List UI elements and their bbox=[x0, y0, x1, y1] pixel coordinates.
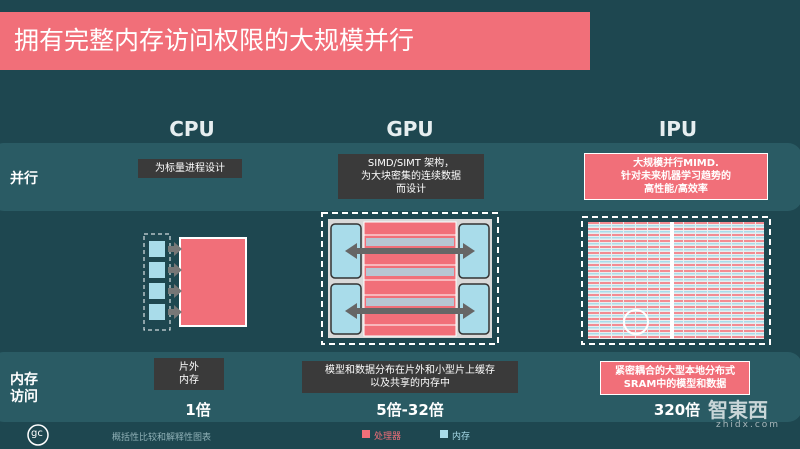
box-line: SRAM中的模型和数据 bbox=[623, 379, 727, 390]
description-box: 大规模并行MIMD. 针对未来机器学习趋势的 高性能/高效率 bbox=[584, 153, 768, 200]
legend-label: 内存 bbox=[452, 432, 471, 442]
row-label-line: 访问 bbox=[10, 389, 38, 405]
description-box: 片外 内存 bbox=[154, 358, 224, 390]
legend-swatch bbox=[362, 430, 370, 438]
column-header: CPU bbox=[169, 117, 215, 141]
gpu-diagram bbox=[321, 212, 499, 345]
box-line: SIMD/SIMT 架构， bbox=[367, 158, 455, 169]
box-line: 紧密耦合的大型本地分布式 bbox=[615, 366, 735, 377]
watermark-url: zhidx.com bbox=[716, 420, 781, 430]
box-line: 模型和数据分布在片外和小型片上缓存 bbox=[325, 365, 495, 376]
box-line: 为标量进程设计 bbox=[155, 163, 225, 174]
ipu-diagram bbox=[581, 216, 771, 345]
logo: gc bbox=[31, 428, 43, 439]
box-line: 针对未来机器学习趋势的 bbox=[621, 171, 731, 182]
box-line: 而设计 bbox=[396, 184, 426, 195]
column-header: IPU bbox=[658, 117, 698, 141]
watermark-brand: 智東西 bbox=[708, 398, 768, 422]
description-box: 模型和数据分布在片外和小型片上缓存 以及共享的内存中 bbox=[302, 361, 518, 393]
description-box: 紧密耦合的大型本地分布式 SRAM中的模型和数据 bbox=[600, 361, 750, 395]
cpu-diagram bbox=[143, 233, 247, 331]
box-line: 大规模并行MIMD. bbox=[633, 158, 719, 169]
speedup: 5倍-32倍 bbox=[376, 401, 444, 419]
row-label-line: 内存 bbox=[10, 372, 38, 388]
speedup: 1倍 bbox=[185, 401, 211, 419]
box-line: 内存 bbox=[179, 375, 199, 386]
legend-label: 处理器 bbox=[374, 432, 402, 442]
box-line: 片外 bbox=[179, 362, 199, 373]
description-box: SIMD/SIMT 架构， 为大块密集的连续数据 而设计 bbox=[338, 154, 484, 199]
box-line: 高性能/高效率 bbox=[644, 184, 708, 195]
slide-title: 拥有完整内存访问权限的大规模并行 bbox=[0, 12, 590, 70]
logo-ring bbox=[27, 424, 49, 446]
row-label: 并行 bbox=[10, 171, 38, 187]
speedup: 320倍 bbox=[653, 401, 701, 419]
description-box: 为标量进程设计 bbox=[138, 159, 242, 178]
column-header: GPU bbox=[386, 117, 434, 141]
footer-caption: 概括性比较和解释性图表 bbox=[112, 433, 212, 443]
box-line: 以及共享的内存中 bbox=[370, 378, 450, 389]
row-label: 内存 访问 bbox=[10, 372, 38, 406]
legend-swatch bbox=[440, 430, 448, 438]
box-line: 为大块密集的连续数据 bbox=[361, 171, 461, 182]
